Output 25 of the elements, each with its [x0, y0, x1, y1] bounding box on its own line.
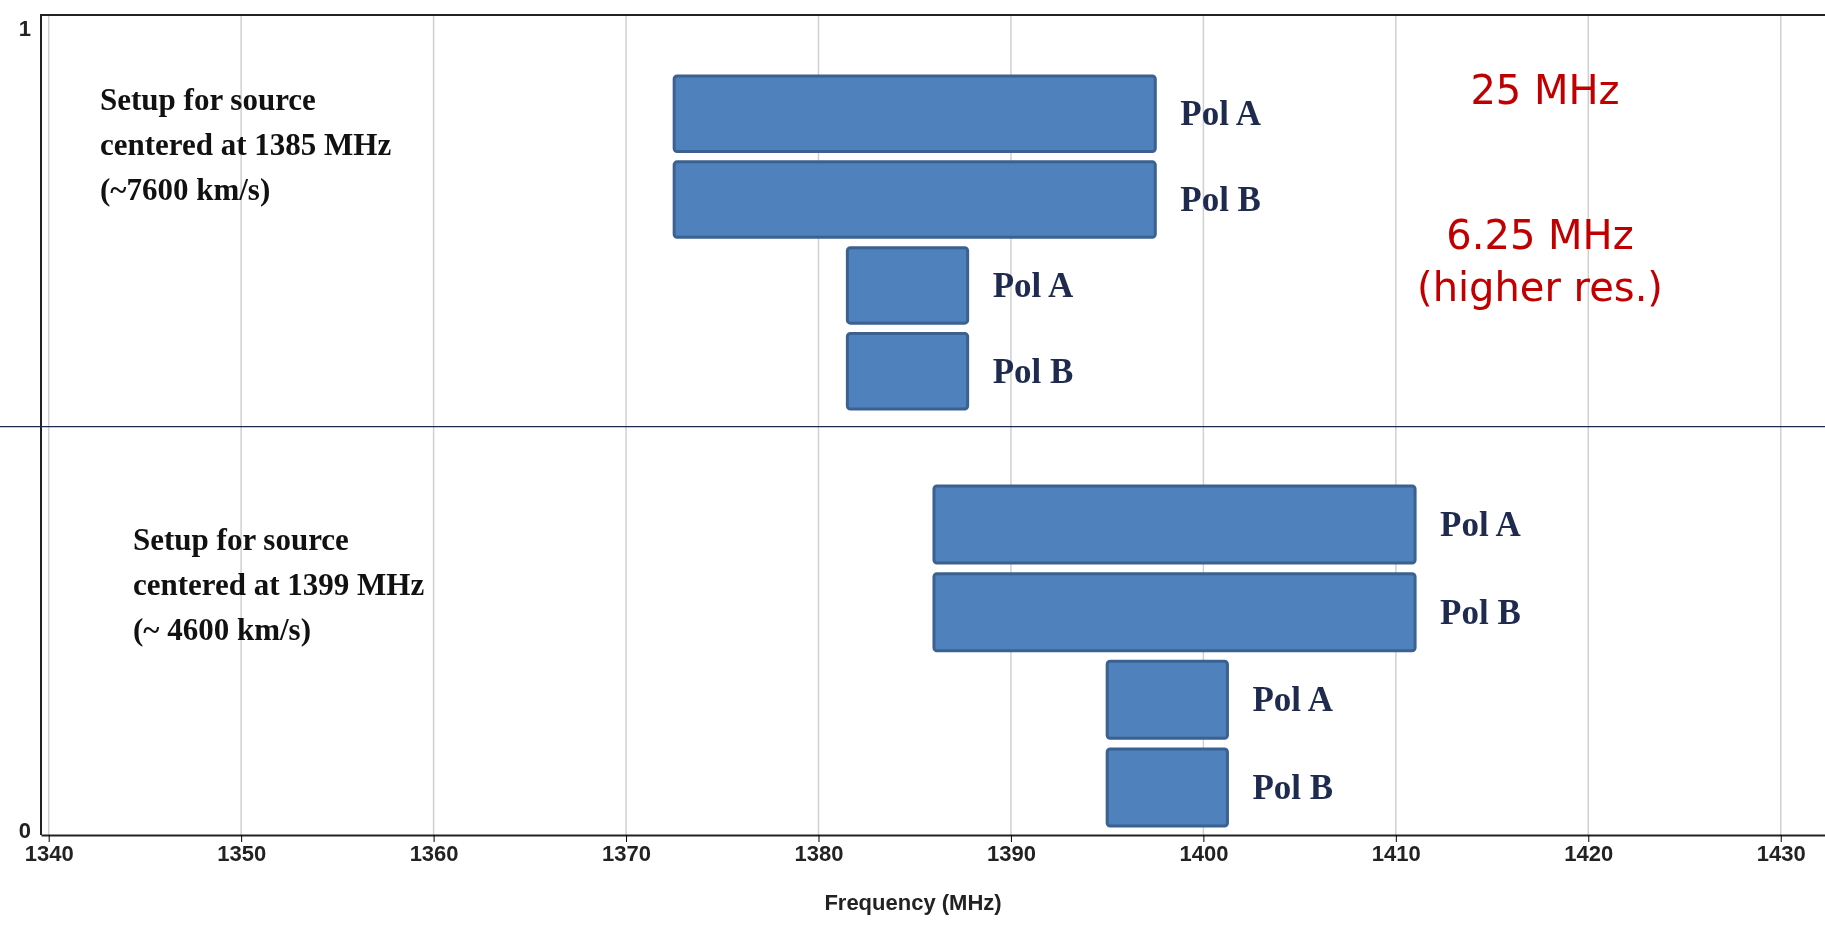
x-tick-label: 1420: [1564, 840, 1614, 866]
annotation: 6.25 MHz (higher res.): [1417, 212, 1663, 310]
x-tick-label: 1370: [602, 840, 652, 866]
x-tick-label: 1410: [1371, 840, 1421, 866]
x-tick-label: 1400: [1179, 840, 1229, 866]
x-tick-label: 1350: [217, 840, 267, 866]
category-label: Pol A: [992, 265, 1074, 305]
category-label: Pol B: [1252, 767, 1334, 807]
category-label: Pol B: [1180, 180, 1261, 220]
text: 0: [18, 818, 31, 843]
x-tick-label: 1360: [409, 840, 459, 866]
x-tick-label: 1430: [1756, 840, 1806, 866]
category-label: Pol A: [1252, 680, 1334, 720]
category-label: Pol A: [1180, 94, 1261, 134]
x-tick-label: 1380: [794, 840, 844, 866]
category-label: Pol A: [1440, 505, 1521, 545]
x-tick-label: 1390: [986, 840, 1036, 866]
x-tick-label: 1340: [24, 840, 74, 866]
annotation: Setup for source centered at 1399 MHz (~ 4600 km/s): [133, 522, 425, 647]
text: 1: [18, 16, 31, 41]
category-label: Pol B: [1440, 592, 1521, 632]
category-label: Pol B: [992, 351, 1074, 391]
annotation: Setup for source centered at 1385 MHz (~7600 km/s): [100, 82, 392, 207]
x-axis-title: Frequency (MHz): [824, 890, 1002, 915]
annotation: 25 MHz: [1470, 67, 1620, 113]
